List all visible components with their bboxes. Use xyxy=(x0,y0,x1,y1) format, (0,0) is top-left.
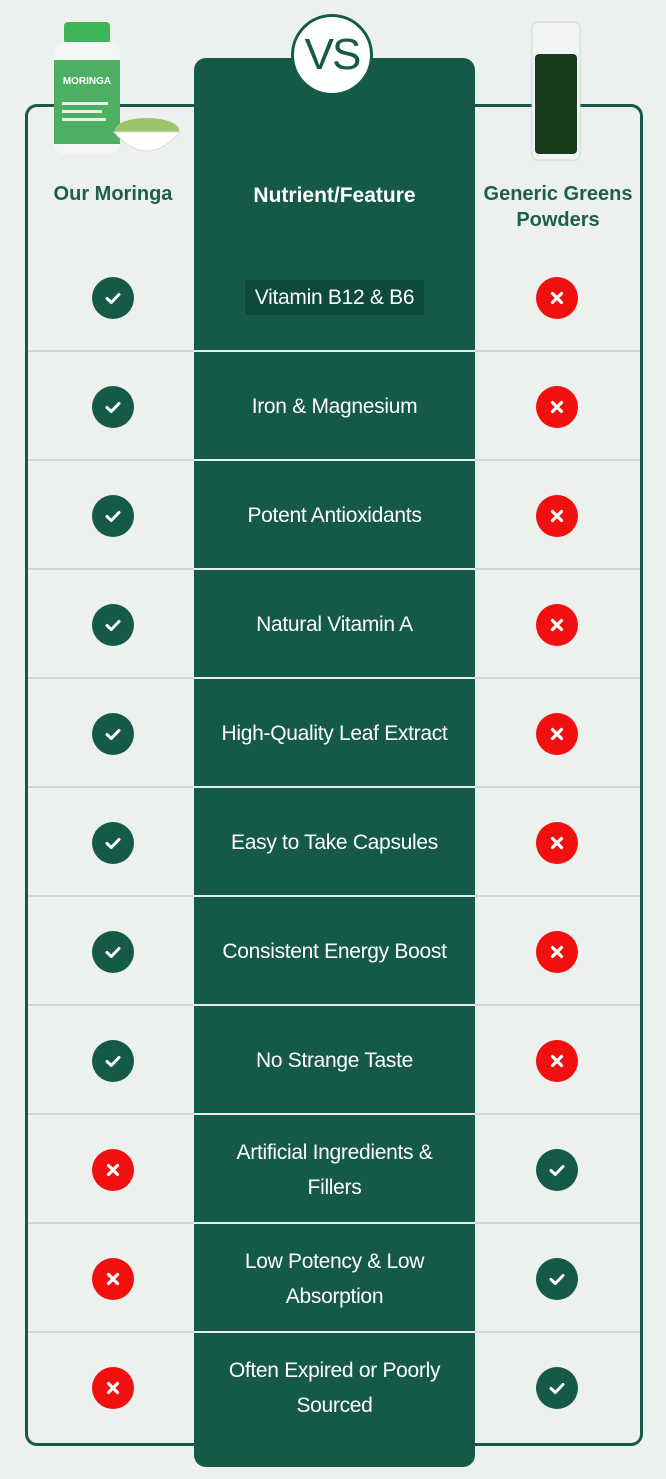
header-generic-greens: Generic Greens Powders xyxy=(483,183,633,231)
feature-label: No Strange Taste xyxy=(255,1049,414,1072)
check-icon xyxy=(536,1366,578,1409)
feature-cell: High-Quality Leaf Extract xyxy=(194,679,475,788)
comparison-row: Artificial Ingredients & Fillers xyxy=(28,1115,640,1224)
comparison-row: Potent Antioxidants xyxy=(28,461,640,570)
feature-label: Vitamin B12 & B6 xyxy=(244,280,425,315)
vs-badge: VS xyxy=(291,14,373,96)
header-our-moringa: Our Moringa xyxy=(53,183,173,205)
feature-label: Consistent Energy Boost xyxy=(222,940,447,963)
feature-cell: Easy to Take Capsules xyxy=(194,788,475,897)
feature-cell: Natural Vitamin A xyxy=(194,570,475,679)
check-icon xyxy=(92,494,134,537)
feature-cell: Low Potency & Low Absorption xyxy=(194,1224,475,1333)
comparison-row: Easy to Take Capsules xyxy=(28,788,640,897)
feature-label: High-Quality Leaf Extract xyxy=(221,722,448,745)
cross-icon xyxy=(536,1039,578,1082)
check-icon xyxy=(92,1039,134,1082)
cross-icon xyxy=(92,1148,134,1191)
feature-cell: Vitamin B12 & B6 xyxy=(194,243,475,352)
feature-label: Potent Antioxidants xyxy=(247,504,422,527)
comparison-row: Often Expired or Poorly Sourced xyxy=(28,1333,640,1442)
cross-icon xyxy=(536,930,578,973)
row-divider xyxy=(194,677,475,679)
feature-label: Artificial Ingredients & Fillers xyxy=(236,1140,433,1199)
row-divider xyxy=(194,786,475,788)
check-icon xyxy=(92,603,134,646)
cross-icon xyxy=(536,276,578,319)
feature-cell: Potent Antioxidants xyxy=(194,461,475,570)
check-icon xyxy=(92,712,134,755)
comparison-row: Natural Vitamin A xyxy=(28,570,640,679)
comparison-row: High-Quality Leaf Extract xyxy=(28,679,640,788)
feature-label: Low Potency & Low Absorption xyxy=(244,1249,425,1308)
row-divider xyxy=(194,895,475,897)
feature-label: Easy to Take Capsules xyxy=(231,831,438,854)
comparison-row: No Strange Taste xyxy=(28,1006,640,1115)
cross-icon xyxy=(92,1366,134,1409)
row-divider xyxy=(194,350,475,352)
feature-label: Often Expired or Poorly Sourced xyxy=(228,1358,441,1417)
cross-icon xyxy=(536,712,578,755)
moringa-bottle-image: MORINGA xyxy=(54,22,120,154)
check-icon xyxy=(92,276,134,319)
comparison-row: Vitamin B12 & B6 xyxy=(28,243,640,352)
row-divider xyxy=(194,1222,475,1224)
greens-glass-image xyxy=(531,21,581,161)
feature-cell: No Strange Taste xyxy=(194,1006,475,1115)
cross-icon xyxy=(536,821,578,864)
cross-icon xyxy=(536,494,578,537)
cross-icon xyxy=(536,385,578,428)
feature-cell: Consistent Energy Boost xyxy=(194,897,475,1006)
check-icon xyxy=(92,930,134,973)
check-icon xyxy=(536,1257,578,1300)
feature-cell: Iron & Magnesium xyxy=(194,352,475,461)
cross-icon xyxy=(536,603,578,646)
header-nutrient-feature: Nutrient/Feature xyxy=(253,184,416,207)
row-divider xyxy=(194,1113,475,1115)
feature-label: Iron & Magnesium xyxy=(251,395,418,418)
check-icon xyxy=(536,1148,578,1191)
check-icon xyxy=(92,385,134,428)
comparison-row: Iron & Magnesium xyxy=(28,352,640,461)
comparison-row: Low Potency & Low Absorption xyxy=(28,1224,640,1333)
row-divider xyxy=(194,1331,475,1333)
check-icon xyxy=(92,821,134,864)
feature-label: Natural Vitamin A xyxy=(256,613,413,636)
capsule-bowl-image xyxy=(112,118,182,152)
comparison-row: Consistent Energy Boost xyxy=(28,897,640,1006)
feature-cell: Often Expired or Poorly Sourced xyxy=(194,1333,475,1442)
row-divider xyxy=(194,1004,475,1006)
feature-cell: Artificial Ingredients & Fillers xyxy=(194,1115,475,1224)
cross-icon xyxy=(92,1257,134,1300)
row-divider xyxy=(194,459,475,461)
svg-text:MORINGA: MORINGA xyxy=(63,76,111,87)
row-divider xyxy=(194,568,475,570)
